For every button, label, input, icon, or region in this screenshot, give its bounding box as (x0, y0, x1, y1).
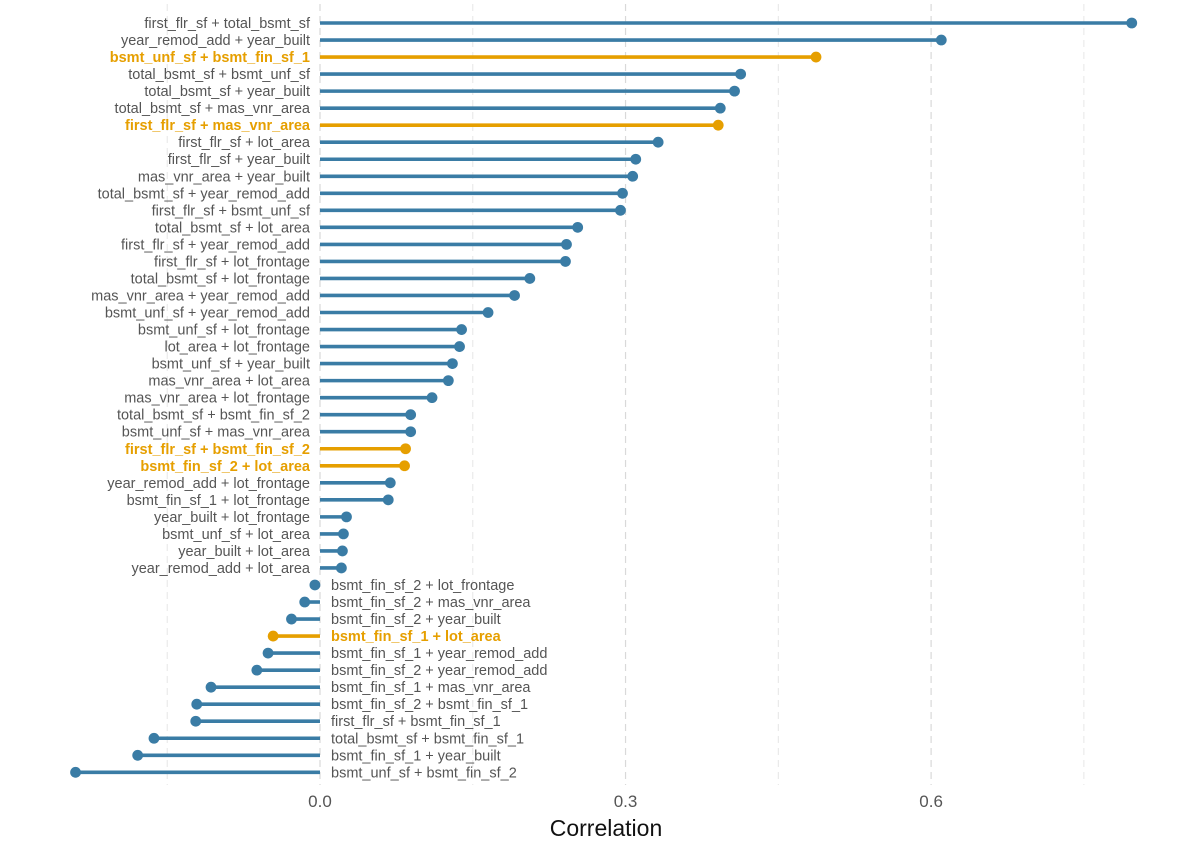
lollipop-point (712, 119, 724, 131)
lollipop-point (454, 341, 465, 352)
lollipop-point (191, 698, 203, 710)
row-label: bsmt_fin_sf_2 + mas_vnr_area (331, 595, 531, 611)
x-tick-label: 0.3 (614, 792, 638, 811)
x-axis-ticks: 0.0 0.3 0.6 (308, 792, 943, 811)
lollipop-point (251, 664, 263, 676)
row-label: first_flr_sf + lot_frontage (154, 254, 310, 270)
row-label: mas_vnr_area + lot_frontage (124, 391, 310, 407)
lollipop-point (426, 392, 438, 404)
row-label: total_bsmt_sf + bsmt_fin_sf_2 (117, 408, 310, 424)
lollipop-point (509, 290, 520, 301)
row-label: bsmt_unf_sf + mas_vnr_area (122, 425, 311, 441)
row-label: total_bsmt_sf + bsmt_unf_sf (128, 67, 311, 83)
lollipop-point (482, 307, 494, 318)
lollipop-point (405, 409, 417, 421)
row-label: bsmt_fin_sf_1 + year_built (331, 748, 501, 764)
row-label: total_bsmt_sf + year_built (144, 84, 310, 100)
row-label: total_bsmt_sf + bsmt_fin_sf_1 (331, 731, 524, 747)
row-label: first_flr_sf + year_built (168, 152, 310, 168)
x-axis-title: Correlation (550, 815, 663, 841)
lollipop-marks (70, 17, 1138, 778)
lollipop-point (148, 732, 160, 744)
row-label: year_remod_add + year_built (121, 33, 310, 49)
row-label: first_flr_sf + total_bsmt_sf (144, 16, 311, 32)
row-label: year_built + lot_area (178, 544, 311, 560)
row-label: total_bsmt_sf + year_remod_add (98, 186, 310, 202)
row-label: bsmt_unf_sf + bsmt_fin_sf_1 (110, 50, 310, 66)
row-label: bsmt_fin_sf_2 + lot_area (140, 459, 311, 475)
row-label: year_built + lot_frontage (154, 510, 310, 526)
lollipop-point (735, 68, 747, 80)
lollipop-point (617, 187, 628, 199)
lollipop-point (810, 51, 822, 63)
lollipop-point (572, 221, 584, 233)
lollipop-point (286, 613, 297, 625)
row-label: bsmt_unf_sf + lot_frontage (138, 323, 310, 339)
lollipop-point (627, 170, 639, 182)
row-label: bsmt_unf_sf + lot_area (162, 527, 311, 543)
row-label: mas_vnr_area + lot_area (148, 374, 311, 390)
row-label: bsmt_fin_sf_2 + lot_frontage (331, 578, 514, 594)
lollipop-point (382, 494, 394, 506)
row-label: bsmt_fin_sf_1 + mas_vnr_area (331, 680, 531, 696)
row-label: mas_vnr_area + year_built (138, 169, 310, 185)
row-label: first_flr_sf + year_remod_add (121, 237, 310, 253)
row-label: lot_area + lot_frontage (164, 340, 310, 356)
lollipop-point (384, 477, 396, 489)
row-label: year_remod_add + lot_frontage (107, 476, 310, 492)
lollipop-point (447, 358, 458, 369)
lollipop-point (400, 443, 411, 455)
row-label: bsmt_fin_sf_2 + bsmt_fin_sf_1 (331, 697, 528, 713)
lollipop-point (652, 136, 664, 148)
row-label: mas_vnr_area + year_remod_add (91, 288, 310, 304)
row-label: total_bsmt_sf + lot_area (155, 220, 311, 236)
row-label: bsmt_fin_sf_1 + lot_area (331, 629, 502, 645)
lollipop-point (729, 85, 740, 97)
row-label: total_bsmt_sf + mas_vnr_area (115, 101, 311, 117)
row-label: bsmt_fin_sf_2 + year_built (331, 612, 501, 628)
lollipop-point (714, 102, 726, 114)
lollipop-point (442, 375, 454, 387)
lollipop-point (309, 579, 321, 591)
x-tick-label: 0.0 (308, 792, 332, 811)
lollipop-point (70, 766, 81, 778)
lollipop-point (405, 426, 417, 438)
row-label: bsmt_unf_sf + bsmt_fin_sf_2 (331, 765, 517, 781)
lollipop-point (132, 749, 144, 761)
lollipop-point (299, 596, 311, 608)
lollipop-point (335, 562, 347, 574)
lollipop-point (262, 647, 274, 659)
lollipop-point (341, 511, 352, 523)
lollipop-point (399, 460, 410, 472)
lollipop-point (524, 273, 536, 284)
lollipop-point (1126, 17, 1138, 29)
lollipop-point (338, 528, 349, 540)
x-tick-label: 0.6 (919, 792, 943, 811)
lollipop-point (267, 630, 279, 642)
row-labels: first_flr_sf + total_bsmt_sfyear_remod_a… (91, 16, 547, 781)
lollipop-point (190, 715, 202, 727)
lollipop-point (561, 238, 572, 250)
row-label: first_flr_sf + bsmt_fin_sf_1 (331, 714, 501, 730)
row-label: year_remod_add + lot_area (131, 561, 310, 577)
row-label: bsmt_fin_sf_1 + year_remod_add (331, 646, 547, 662)
lollipop-point (630, 153, 642, 165)
row-label: total_bsmt_sf + lot_frontage (131, 271, 310, 287)
lollipop-point (205, 681, 217, 693)
lollipop-point (560, 256, 571, 267)
row-label: first_flr_sf + mas_vnr_area (125, 118, 311, 134)
row-label: bsmt_unf_sf + year_built (152, 357, 310, 373)
row-label: bsmt_unf_sf + year_remod_add (105, 306, 310, 322)
row-label: first_flr_sf + bsmt_fin_sf_2 (125, 442, 310, 458)
lollipop-point (456, 324, 467, 335)
lollipop-point (935, 34, 947, 46)
lollipop-point (615, 204, 626, 216)
row-label: bsmt_fin_sf_1 + lot_frontage (127, 493, 310, 509)
row-label: bsmt_fin_sf_2 + year_remod_add (331, 663, 547, 679)
row-label: first_flr_sf + bsmt_unf_sf (152, 203, 311, 219)
row-label: first_flr_sf + lot_area (178, 135, 311, 151)
lollipop-point (337, 545, 348, 557)
